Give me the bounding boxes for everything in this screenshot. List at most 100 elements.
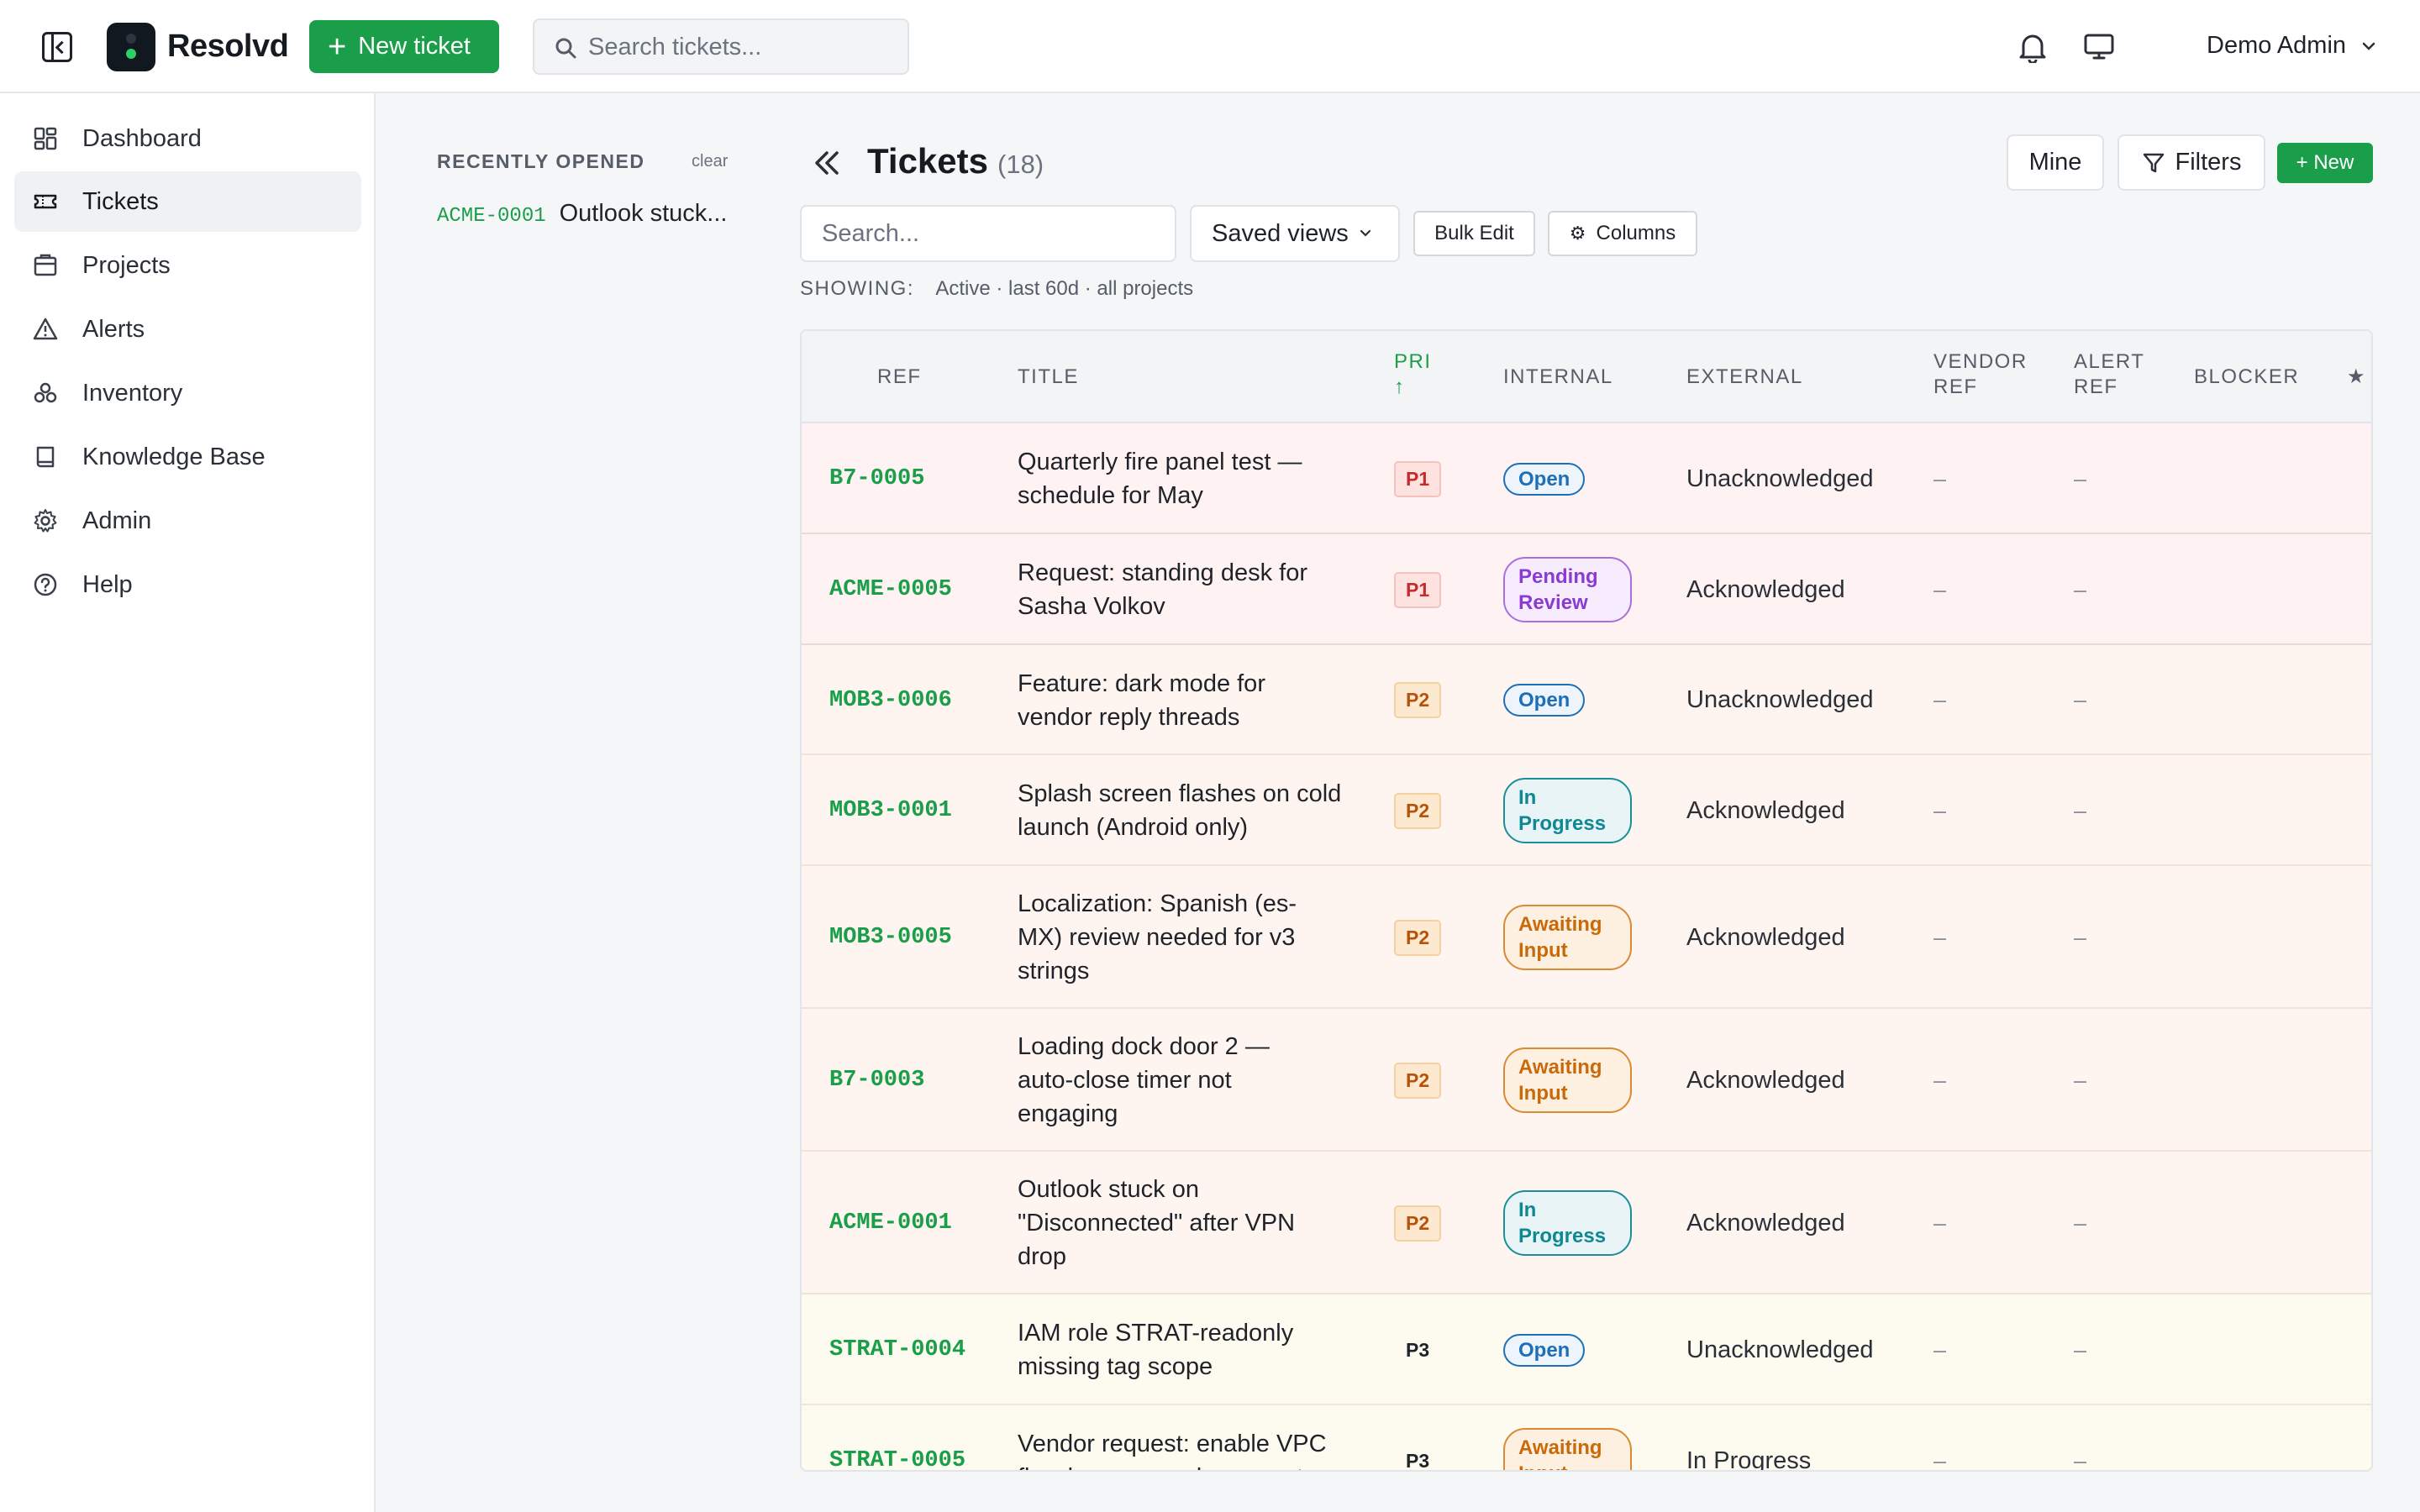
ticket-title[interactable]: IAM role STRAT-readonly missing tag scop…: [1018, 1320, 1294, 1380]
showing-label: SHOWING:: [800, 277, 914, 300]
column-header-pri[interactable]: PRI ↑: [1394, 349, 1432, 400]
sidebar-item-help[interactable]: Help: [14, 554, 361, 615]
ticket-ref[interactable]: STRAT-0004: [829, 1337, 966, 1362]
ticket-title[interactable]: Vendor request: enable VPC flow logs on …: [1018, 1431, 1327, 1470]
user-menu[interactable]: Demo Admin: [2207, 32, 2376, 60]
sidebar-item-knowledge-base[interactable]: Knowledge Base: [14, 427, 361, 487]
ticket-title[interactable]: Loading dock door 2 — auto-close timer n…: [1018, 1033, 1270, 1127]
ticket-title[interactable]: Request: standing desk for Sasha Volkov: [1018, 559, 1307, 620]
table-row[interactable]: MOB3-0006 Feature: dark mode for vendor …: [802, 645, 2371, 755]
alert-ref: –: [2074, 1336, 2087, 1362]
column-header-alert-ref-line1: ALERT: [2074, 350, 2145, 373]
alert-icon: [33, 317, 58, 342]
ticket-ref[interactable]: ACME-0005: [829, 577, 952, 602]
bell-icon[interactable]: [2018, 31, 2047, 63]
column-header-external[interactable]: EXTERNAL: [1686, 365, 1803, 388]
column-header-blocker[interactable]: BLOCKER: [2194, 365, 2300, 388]
book-icon: [33, 444, 58, 470]
sidebar-item-label: Inventory: [82, 379, 183, 407]
vendor-ref: –: [1933, 924, 1947, 950]
sidebar-item-tickets[interactable]: Tickets: [14, 171, 361, 232]
sidebar-item-dashboard[interactable]: Dashboard: [14, 108, 361, 169]
showing-summary: SHOWING: Active · last 60d · all project…: [800, 277, 1193, 301]
global-search-input[interactable]: [588, 30, 891, 64]
columns-button[interactable]: ⚙ Columns: [1548, 211, 1697, 256]
column-header-ref[interactable]: REF: [877, 365, 922, 388]
ticket-count: (18): [997, 150, 1044, 179]
table-row[interactable]: B7-0003 Loading dock door 2 — auto-close…: [802, 1009, 2371, 1152]
sidebar-item-alerts[interactable]: Alerts: [14, 299, 361, 360]
external-status: Acknowledged: [1686, 1066, 1845, 1094]
ticket-title[interactable]: Localization: Spanish (es-MX) review nee…: [1018, 890, 1297, 984]
sidebar-item-projects[interactable]: Projects: [14, 235, 361, 296]
table-row[interactable]: ACME-0001 Outlook stuck on "Disconnected…: [802, 1152, 2371, 1294]
chevrons-left-icon[interactable]: [812, 148, 842, 178]
external-status: Unacknowledged: [1686, 686, 1874, 713]
table-row[interactable]: MOB3-0005 Localization: Spanish (es-MX) …: [802, 866, 2371, 1009]
new-button[interactable]: + New: [2277, 143, 2373, 183]
filters-button[interactable]: Filters: [2118, 134, 2265, 191]
saved-views-label: Saved views: [1212, 219, 1349, 247]
ticket-title[interactable]: Quarterly fire panel test — schedule for…: [1018, 449, 1302, 509]
bulk-edit-button[interactable]: Bulk Edit: [1413, 211, 1535, 256]
sidebar-item-inventory[interactable]: Inventory: [14, 363, 361, 423]
sidebar-item-admin[interactable]: Admin: [14, 491, 361, 551]
table-row[interactable]: MOB3-0001 Splash screen flashes on cold …: [802, 755, 2371, 866]
table-header: REF TITLE PRI ↑ INTERNAL EXTERNAL VENDOR…: [802, 331, 2371, 423]
table-row[interactable]: B7-0005 Quarterly fire panel test — sche…: [802, 423, 2371, 534]
column-header-title[interactable]: TITLE: [1018, 365, 1079, 388]
external-status: Unacknowledged: [1686, 465, 1874, 492]
ticket-ref[interactable]: ACME-0001: [829, 1210, 952, 1236]
global-search[interactable]: [533, 18, 909, 75]
column-header-alert-ref[interactable]: ALERT REF: [2074, 349, 2144, 400]
monitor-icon[interactable]: [2084, 34, 2114, 60]
recent-clear-link[interactable]: clear: [692, 152, 729, 171]
chevron-down-icon: [1360, 229, 1370, 237]
column-header-vendor-ref[interactable]: VENDOR REF: [1933, 349, 2028, 400]
ticket-ref[interactable]: MOB3-0001: [829, 798, 952, 823]
ticket-ref[interactable]: B7-0005: [829, 466, 925, 491]
ticket-ref[interactable]: MOB3-0005: [829, 925, 952, 950]
help-icon: [33, 572, 58, 597]
projects-icon: [33, 253, 58, 278]
internal-status-badge: Open: [1503, 1333, 1586, 1367]
ticket-ref[interactable]: MOB3-0006: [829, 687, 952, 713]
ticket-icon: [33, 189, 58, 214]
showing-value: Active · last 60d · all projects: [935, 277, 1194, 300]
sidebar-item-label: Tickets: [82, 187, 159, 215]
mine-button[interactable]: Mine: [2007, 134, 2104, 191]
internal-status-cell: In Progress: [1503, 755, 1632, 866]
alert-ref: –: [2074, 687, 2087, 712]
filters-label: Filters: [2175, 149, 2242, 176]
ticket-search-input[interactable]: [800, 205, 1176, 262]
priority-badge: P2: [1394, 1062, 1442, 1099]
sort-ascending-icon: ↑: [1394, 375, 1406, 398]
star-icon[interactable]: ★: [2347, 365, 2367, 388]
saved-views-dropdown[interactable]: Saved views: [1190, 205, 1400, 262]
sidebar-toggle-icon[interactable]: [42, 32, 72, 62]
internal-status-badge: Open: [1503, 684, 1586, 717]
new-ticket-label: New ticket: [358, 33, 471, 60]
sidebar: Dashboard Tickets Projects Alerts Invent…: [0, 93, 376, 1512]
new-ticket-button[interactable]: + New ticket: [309, 20, 499, 73]
ticket-ref[interactable]: B7-0003: [829, 1068, 925, 1093]
ticket-title[interactable]: Outlook stuck on "Disconnected" after VP…: [1018, 1176, 1296, 1270]
recent-item[interactable]: ACME-0001 Outlook stuck...: [437, 200, 731, 228]
priority-badge: P2: [1394, 682, 1442, 718]
table-row[interactable]: ACME-0005 Request: standing desk for Sas…: [802, 534, 2371, 645]
priority-badge: P2: [1394, 1205, 1442, 1242]
alert-ref: –: [2074, 576, 2087, 602]
table-row[interactable]: STRAT-0005 Vendor request: enable VPC fl…: [802, 1405, 2371, 1472]
ticket-ref[interactable]: STRAT-0005: [829, 1448, 966, 1472]
table-row[interactable]: STRAT-0004 IAM role STRAT-readonly missi…: [802, 1294, 2371, 1405]
vendor-ref: –: [1933, 797, 1947, 823]
ticket-title[interactable]: Feature: dark mode for vendor reply thre…: [1018, 669, 1265, 731]
ticket-title-cell: Request: standing desk for Sasha Volkov: [1018, 534, 1345, 645]
vendor-ref: –: [1933, 465, 1947, 491]
inventory-icon: [33, 381, 58, 406]
ticket-title[interactable]: Splash screen flashes on cold launch (An…: [1018, 780, 1342, 841]
chevron-down-icon: [2362, 42, 2375, 50]
priority-badge: P3: [1406, 1338, 1430, 1361]
internal-status-cell: In Progress: [1503, 1152, 1632, 1294]
column-header-internal[interactable]: INTERNAL: [1503, 365, 1613, 388]
